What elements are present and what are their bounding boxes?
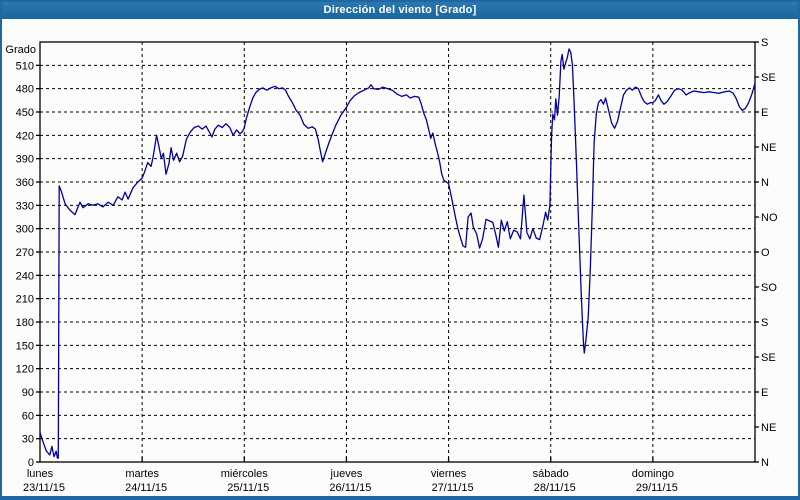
- chart-area: 0 30 60 90 120 150 180 210 240 270 300 330 360 390 420…: [2, 19, 798, 496]
- svg-text:270: 270: [16, 247, 34, 259]
- svg-text:60: 60: [22, 410, 34, 422]
- svg-text:viernes: viernes: [431, 468, 467, 480]
- left-axis-ticks: [36, 64, 40, 463]
- bottom-axis-ticks: [141, 457, 654, 462]
- right-axis-labels: N NE E SE S SO O NO N NE E SE S: [761, 37, 778, 469]
- wind-direction-line: [39, 48, 756, 459]
- svg-text:SO: SO: [761, 282, 777, 294]
- right-axis-ticks: [755, 41, 759, 463]
- vertical-gridlines: [141, 42, 654, 462]
- svg-text:S: S: [761, 37, 768, 49]
- svg-text:30: 30: [22, 434, 34, 446]
- svg-text:360: 360: [16, 177, 34, 189]
- svg-text:SE: SE: [761, 72, 776, 84]
- svg-text:480: 480: [16, 84, 34, 96]
- svg-text:29/11/15: 29/11/15: [636, 482, 678, 494]
- svg-text:150: 150: [16, 340, 34, 352]
- svg-text:390: 390: [16, 154, 34, 166]
- svg-text:N: N: [761, 457, 769, 469]
- svg-text:NE: NE: [761, 142, 776, 154]
- svg-text:420: 420: [16, 130, 34, 142]
- svg-text:180: 180: [16, 317, 34, 329]
- svg-text:300: 300: [16, 224, 34, 236]
- svg-text:NO: NO: [761, 212, 778, 224]
- svg-text:NE: NE: [761, 422, 776, 434]
- window-title: Dirección del viento [Grado]: [323, 4, 477, 16]
- svg-text:E: E: [761, 107, 768, 119]
- svg-text:SE: SE: [761, 352, 776, 364]
- svg-text:120: 120: [16, 364, 34, 376]
- left-axis-labels: 0 30 60 90 120 150 180 210 240 270 300 330 360 390 420…: [16, 60, 34, 469]
- svg-text:martes: martes: [125, 468, 159, 480]
- svg-text:510: 510: [16, 60, 34, 72]
- svg-text:0: 0: [28, 457, 34, 469]
- y-axis-title: Grado: [5, 44, 36, 56]
- window-title-bar: Dirección del viento [Grado]: [2, 2, 798, 19]
- svg-text:26/11/15: 26/11/15: [329, 482, 371, 494]
- svg-text:28/11/15: 28/11/15: [534, 482, 576, 494]
- svg-text:24/11/15: 24/11/15: [125, 482, 167, 494]
- svg-text:90: 90: [22, 387, 34, 399]
- svg-text:domingo: domingo: [632, 468, 674, 480]
- svg-text:330: 330: [16, 200, 34, 212]
- svg-text:miércoles: miércoles: [221, 468, 269, 480]
- svg-text:25/11/15: 25/11/15: [227, 482, 269, 494]
- svg-text:sábado: sábado: [533, 468, 569, 480]
- svg-text:240: 240: [16, 270, 34, 282]
- wind-direction-chart: 0 30 60 90 120 150 180 210 240 270 300 330 360 390 420…: [5, 37, 778, 494]
- svg-text:27/11/15: 27/11/15: [432, 482, 474, 494]
- svg-text:450: 450: [16, 107, 34, 119]
- svg-text:210: 210: [16, 294, 34, 306]
- svg-text:S: S: [761, 317, 768, 329]
- svg-text:N: N: [761, 177, 769, 189]
- svg-text:O: O: [761, 247, 770, 259]
- svg-text:E: E: [761, 387, 768, 399]
- horizontal-gridlines: [40, 64, 755, 440]
- svg-text:23/11/15: 23/11/15: [23, 482, 65, 494]
- svg-text:lunes: lunes: [27, 468, 54, 480]
- svg-text:jueves: jueves: [330, 468, 363, 480]
- x-axis-day-labels: lunes 23/11/15 martes 24/11/15 miércoles 25/1…: [23, 468, 678, 494]
